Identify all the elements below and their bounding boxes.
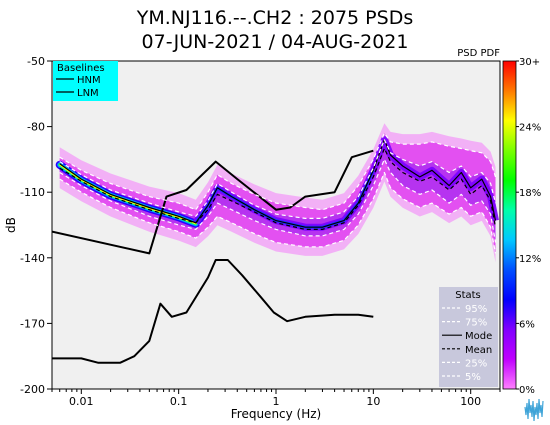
y-tick-label: -110 — [20, 186, 45, 199]
series-line-mode — [59, 139, 497, 228]
x-tick-label: 10 — [366, 395, 380, 408]
stats-legend-label: 95% — [465, 304, 487, 315]
x-tick-label: 1 — [273, 395, 280, 408]
y-tick-label: -200 — [20, 383, 45, 396]
y-tick-label: -80 — [27, 121, 45, 134]
stats-legend-box — [439, 287, 498, 387]
series-line-95pct — [59, 132, 497, 211]
stats-legend-label: 5% — [465, 372, 481, 383]
colorbar-tick-label: 30+ — [519, 57, 540, 68]
stats-legend-label: 25% — [465, 358, 487, 369]
series-line-lnm — [52, 259, 374, 364]
colorbar — [502, 60, 517, 390]
logo-waveform — [524, 398, 544, 422]
stats-legend-label: Mean — [465, 345, 492, 356]
y-axis-label: dB — [4, 217, 18, 233]
logo-icon — [524, 398, 544, 422]
series-line-5pct — [59, 171, 497, 254]
colorbar-tick-label: 0% — [519, 385, 535, 396]
baselines-legend-box — [53, 61, 118, 101]
x-tick-label: 100 — [460, 395, 481, 408]
y-tick-label: -50 — [27, 55, 45, 68]
stats-legend-title: Stats — [455, 290, 481, 301]
baseline-legend-label: LNM — [77, 88, 99, 99]
baselines-legend-title: Baselines — [57, 63, 105, 74]
stats-legend-label: 75% — [465, 318, 487, 329]
x-axis-label: Frequency (Hz) — [231, 407, 322, 421]
y-tick-label: -170 — [20, 317, 45, 330]
colorbar-title: PSD PDF — [457, 48, 500, 59]
colorbar-tick-label: 6% — [519, 319, 535, 330]
x-tick-label: 0.1 — [170, 395, 188, 408]
plot-area — [52, 123, 499, 364]
colorbar-tick-label: 24% — [519, 123, 541, 134]
x-tick-label: 0.01 — [69, 395, 94, 408]
psd-core-stripe — [59, 164, 209, 225]
baseline-legend-label: HNM — [77, 75, 101, 86]
stats-legend: Stats 95% 75% Mode Mean 25% 5% — [439, 287, 498, 387]
colorbar-tick-label: 18% — [519, 188, 541, 199]
y-tick-label: -140 — [20, 252, 45, 265]
series-line-hnm — [52, 149, 374, 255]
chart-title-line1: YM.NJ116.--.CH2 : 2075 PSDs — [136, 7, 414, 29]
chart-title-line2: 07-JUN-2021 / 04-AUG-2021 — [141, 31, 409, 53]
series-line-75pct — [59, 139, 497, 219]
colorbar-tick-label: 12% — [519, 254, 541, 265]
stats-legend-label: Mode — [465, 331, 492, 342]
series-line-25pct — [59, 158, 497, 243]
series-line-mean — [59, 147, 497, 230]
